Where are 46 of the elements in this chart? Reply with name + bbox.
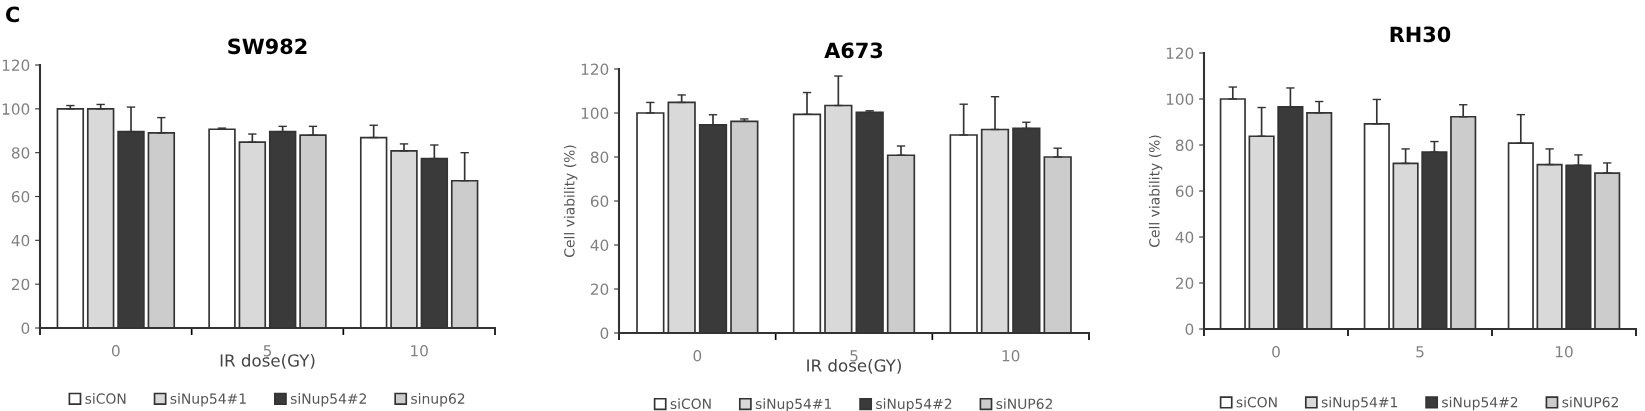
chart-title: RH30	[1390, 26, 1451, 43]
legend-label: siCON	[85, 393, 126, 404]
y-tick-label: 120	[2, 59, 30, 72]
y-tick-label: 20	[590, 283, 609, 296]
y-tick-label: 120	[1166, 47, 1194, 60]
y-tick-label: 60	[590, 195, 609, 208]
text: C	[5, 6, 19, 23]
y-tick-label: 120	[581, 63, 609, 76]
y-tick-label: 60	[11, 190, 30, 203]
legend-label: siCON	[1236, 396, 1277, 408]
x-tick-label: 0	[693, 349, 702, 362]
y-tick-label: 100	[581, 107, 609, 120]
y-tick-label: 80	[590, 151, 609, 164]
legend-label: siNUP62	[1562, 396, 1618, 408]
x-tick-label: 5	[1416, 346, 1424, 358]
legend-label: siNUP62	[996, 398, 1052, 410]
y-tick-label: 80	[11, 147, 30, 159]
y-tick-label: 40	[11, 234, 30, 247]
legend-label: siNup54#1	[1321, 396, 1398, 411]
y-tick-label: 0	[21, 322, 30, 335]
chart-title: SW982	[228, 38, 307, 55]
y-tick-label: 20	[1175, 277, 1194, 290]
legend-label: siNup54#2	[876, 398, 952, 411]
y-tick-label: 0	[1185, 323, 1194, 336]
y-tick-label: 100	[2, 103, 30, 115]
y-tick-label: 20	[11, 278, 30, 291]
legend-label: siNup54#1	[755, 398, 832, 411]
legend-label: siNup54#2	[290, 393, 366, 407]
y-tick-label: 80	[1175, 139, 1194, 152]
x-tick-label: 10	[1002, 349, 1020, 362]
x-tick-label: 0	[1272, 345, 1280, 358]
legend-label: siNup54#2	[1442, 396, 1518, 411]
x-tick-label: 10	[1555, 345, 1573, 358]
legend-label: sinup62	[411, 393, 465, 407]
legend-label: siCON	[670, 398, 711, 410]
y-tick-label: 40	[590, 239, 609, 252]
legend-label: siNup54#1	[170, 393, 246, 407]
y-tick-label: 100	[1166, 93, 1194, 106]
y-tick-label: 60	[1175, 185, 1194, 198]
chart-title: A673	[824, 42, 883, 59]
y-axis-title: Cell viability (%)	[563, 145, 578, 257]
y-tick-label: 40	[1175, 231, 1194, 244]
x-tick-label: 10	[411, 344, 428, 357]
x-tick-label: 0	[111, 344, 120, 357]
y-tick-label: 0	[600, 327, 609, 340]
y-axis-title: Cell viability (%)	[1148, 135, 1163, 247]
